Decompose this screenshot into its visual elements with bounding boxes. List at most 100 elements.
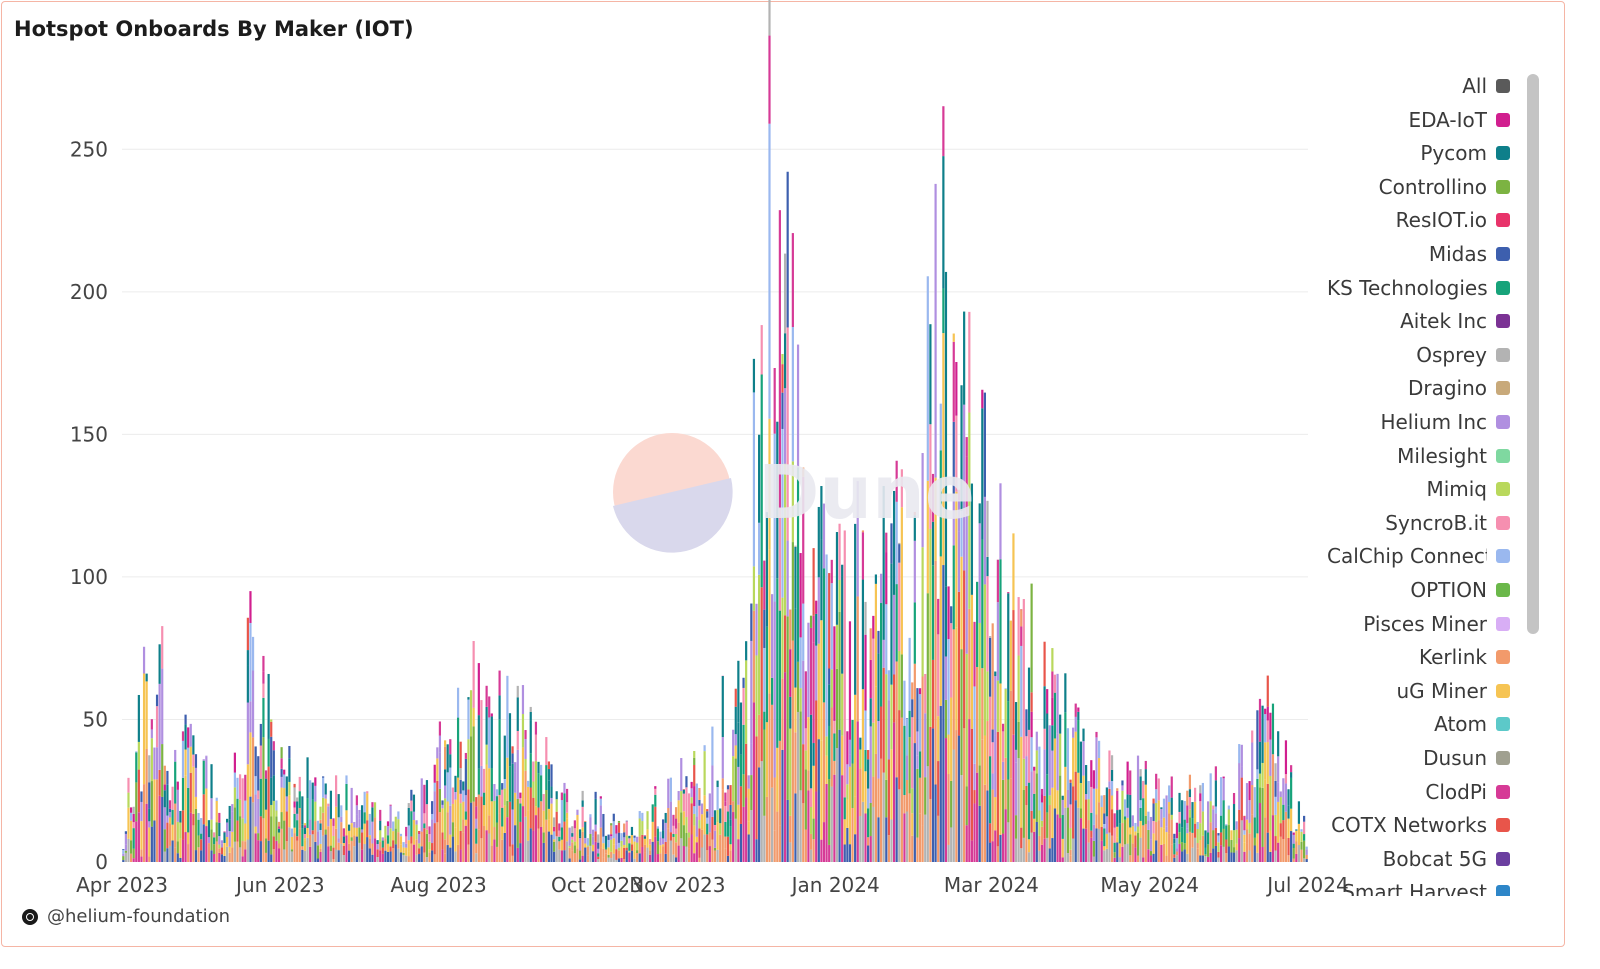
legend-item[interactable]: SyncroB.it [1385, 508, 1510, 538]
bar-segment [1209, 801, 1212, 823]
bar-segment [1152, 803, 1155, 821]
legend-item[interactable]: Dusun [1423, 743, 1510, 773]
bar-segment [485, 685, 488, 707]
legend-item[interactable]: ResIOT.io [1396, 205, 1510, 235]
bar-segment [890, 523, 893, 564]
bar-segment [213, 832, 216, 838]
bar-segment [521, 714, 525, 748]
legend-scrollbar-thumb[interactable] [1527, 74, 1539, 634]
bar-segment [680, 791, 683, 813]
legend-item[interactable]: Pisces Miner [1363, 609, 1510, 639]
bar-segment [1056, 733, 1059, 791]
bar-segment [270, 721, 273, 737]
bar-segment [1048, 725, 1051, 796]
bar-segment [1238, 744, 1241, 764]
bar-segment [1121, 790, 1124, 823]
bar-segment [399, 852, 403, 862]
bar-segment [900, 507, 903, 655]
bar-segment [1040, 844, 1044, 862]
legend-item[interactable]: EDA-IoT [1409, 105, 1510, 135]
legend-item[interactable]: KS Technologies [1327, 273, 1510, 303]
legend-item[interactable]: uG Miner [1396, 676, 1510, 706]
bar-segment [337, 842, 340, 851]
bar-segment [1155, 803, 1158, 822]
bar-segment [908, 710, 911, 738]
bar-segment [163, 765, 166, 785]
bar-segment [433, 764, 436, 783]
legend-item[interactable]: Dragino [1408, 373, 1510, 403]
bar-segment [171, 840, 174, 862]
bar-segment [412, 794, 416, 812]
legend-item[interactable]: Mimiq [1426, 474, 1510, 504]
bar-segment [879, 603, 883, 707]
bar-segment [1238, 763, 1241, 810]
legend-scrollbar[interactable] [1523, 70, 1545, 896]
legend-item[interactable]: Bobcat 5G [1383, 844, 1510, 874]
footer-handle[interactable]: @helium-foundation [47, 906, 231, 927]
bar-segment [698, 828, 701, 858]
bar-segment [1245, 829, 1249, 844]
bar-segment [976, 772, 979, 862]
bar-segment [418, 830, 421, 833]
bar-segment [854, 796, 857, 835]
bar-segment [1230, 839, 1233, 853]
bar-segment [734, 818, 737, 862]
legend-item[interactable]: All [1462, 71, 1510, 101]
bar-segment [233, 807, 236, 842]
bar-segment [244, 849, 247, 862]
bar-segment [1217, 851, 1220, 858]
bar-segment [898, 710, 901, 790]
bar-segment [1131, 815, 1134, 821]
bar-segment [843, 797, 846, 820]
legend-item[interactable]: Midas [1429, 239, 1510, 269]
bar-segment [532, 830, 535, 862]
legend-item[interactable]: Controllino [1379, 172, 1510, 202]
bar-segment [825, 783, 828, 862]
legend-item[interactable]: COTX Networks [1331, 810, 1510, 840]
bar-segment [952, 333, 955, 342]
legend-item[interactable]: ClodPi [1425, 777, 1510, 807]
bar-segment [669, 777, 672, 802]
bar-segment [1048, 804, 1051, 849]
bar-segment [693, 786, 696, 807]
bar-segment [732, 801, 735, 813]
bar-segment [558, 836, 561, 842]
bar-segment [1082, 828, 1085, 862]
bar-segment [607, 847, 610, 855]
bar-segment [135, 821, 138, 862]
legend-item[interactable]: OPTION [1410, 575, 1510, 605]
legend-item[interactable]: Smart Harvest [1342, 877, 1510, 896]
legend-item[interactable]: Atom [1434, 709, 1510, 739]
bar-segment [472, 707, 475, 727]
legend-item[interactable]: Aitek Inc [1400, 306, 1510, 336]
bar-segment [1103, 813, 1106, 824]
legend-item[interactable]: CalChip Connect [1327, 541, 1510, 571]
legend-item[interactable]: Milesight [1397, 441, 1510, 471]
legend-item[interactable]: Pycom [1420, 138, 1510, 168]
legend-item[interactable]: Kerlink [1419, 642, 1510, 672]
bar-segment [436, 780, 439, 823]
legend-swatch [1496, 851, 1510, 866]
bar-segment [444, 853, 447, 862]
bar-segment [392, 831, 395, 841]
bar-segment [1087, 842, 1090, 862]
bar-segment [576, 814, 579, 830]
bar-segment [1240, 777, 1243, 821]
bar-segment [236, 777, 239, 799]
bar-segment [259, 816, 262, 842]
bar-segment [129, 812, 133, 821]
bar-segment [721, 789, 724, 862]
bar-segment [277, 843, 281, 849]
bar-segment [1269, 830, 1272, 852]
bar-segment [861, 689, 865, 747]
bar-segment [1113, 842, 1116, 853]
bar-segment [296, 840, 299, 862]
bar-segment [459, 830, 462, 850]
bar-segment [996, 846, 999, 862]
bar-segment [407, 807, 410, 826]
bar-segment [739, 823, 743, 862]
bar-segment [482, 792, 486, 806]
legend-item[interactable]: Osprey [1416, 340, 1510, 370]
legend-item[interactable]: Helium Inc [1380, 407, 1510, 437]
bar-segment [161, 626, 164, 669]
